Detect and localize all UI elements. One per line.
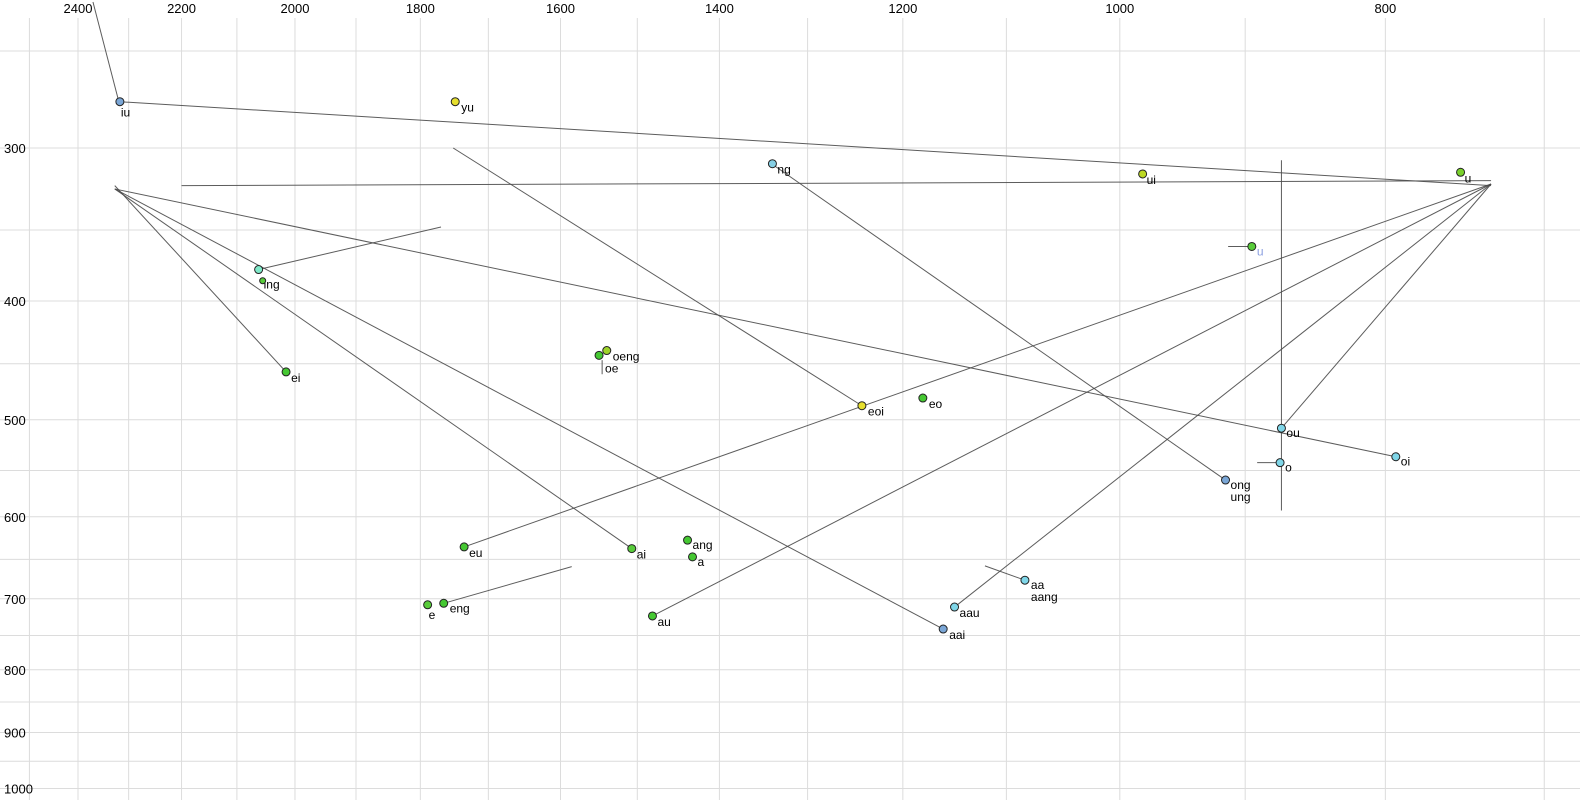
point-label-aa: aa (1031, 578, 1045, 592)
point-label-eoi: eoi (868, 405, 884, 419)
y-axis-tick-label: 800 (4, 663, 26, 678)
data-point (259, 277, 267, 285)
x-axis-tick-label: 1400 (705, 1, 734, 16)
point-label-ai: ai (637, 548, 646, 562)
trajectory-line (1281, 183, 1492, 429)
data-point-aai (938, 624, 948, 634)
data-point-oe (594, 350, 604, 360)
trajectory-line (443, 566, 572, 604)
y-axis-tick-label: 1000 (4, 782, 33, 797)
point-label-ang: ang (693, 538, 713, 552)
trajectory-line (114, 188, 944, 630)
trajectory-line (119, 101, 1492, 187)
trajectory-line (258, 226, 442, 271)
point-label-ung: ung (1231, 490, 1251, 504)
point-label-aang: aang (1031, 590, 1058, 604)
data-point-e (423, 600, 433, 610)
y-axis-tick-label: 900 (4, 725, 26, 740)
x-axis-tick-label: 1200 (888, 1, 917, 16)
point-label-au: au (657, 615, 670, 629)
data-point-ei (281, 367, 291, 377)
x-axis-tick-label: 1800 (406, 1, 435, 16)
point-label-ui: ui (1147, 173, 1156, 187)
point-label-u: u (1257, 244, 1264, 258)
trajectory-line (463, 183, 1492, 548)
y-axis-tick-label: 600 (4, 510, 26, 525)
point-label-eo: eo (929, 397, 943, 411)
data-point-ong (1221, 475, 1231, 485)
data-point-eu (459, 542, 469, 552)
point-label-aau: aau (960, 606, 980, 620)
x-axis-tick-label: 2200 (167, 1, 196, 16)
y-axis-tick-label: 700 (4, 592, 26, 607)
point-label-ong: ong (1231, 478, 1251, 492)
point-label-ou: ou (1286, 426, 1299, 440)
x-axis-tick-label: 2000 (281, 1, 310, 16)
data-point-u (1456, 167, 1466, 177)
point-label-a: a (698, 555, 705, 569)
data-point-ou (1276, 423, 1286, 433)
point-label-oe: oe (605, 361, 619, 375)
trajectory-line (114, 188, 633, 549)
y-axis-tick-label: 400 (4, 294, 26, 309)
trajectory-line (771, 163, 1226, 481)
data-point-yu (450, 97, 460, 107)
data-point-u (1247, 241, 1257, 251)
trajectory-line (652, 183, 1492, 617)
x-axis-tick-label: 1000 (1105, 1, 1134, 16)
data-point-oeng (602, 346, 612, 356)
data-point-eng (439, 598, 449, 608)
point-label-e: e (429, 608, 436, 622)
point-label-oi: oi (1401, 455, 1410, 469)
data-point-ing (254, 265, 264, 275)
point-label-o: o (1285, 461, 1292, 475)
point-label-eng: eng (450, 601, 470, 615)
trajectory-line (181, 180, 1492, 187)
point-label-ng: ng (777, 163, 790, 177)
data-point-oi (1391, 452, 1401, 462)
data-point-o (1275, 458, 1285, 468)
point-label-u: u (1465, 171, 1472, 185)
x-axis-tick-label: 800 (1374, 1, 1396, 16)
point-label-eu: eu (469, 546, 482, 560)
data-point-aau (950, 602, 960, 612)
trajectory-line (92, 1, 120, 102)
point-label-yu: yu (461, 101, 474, 115)
x-axis-tick-label: 2400 (64, 1, 93, 16)
data-point-ang (683, 535, 693, 545)
trajectory-line (984, 565, 1026, 581)
data-point-ai (627, 544, 637, 554)
y-axis-tick-label: 300 (4, 141, 26, 156)
data-point-eoi (857, 401, 867, 411)
x-axis-tick-label: 1600 (546, 1, 575, 16)
data-point-au (647, 611, 657, 621)
data-point-a (688, 552, 698, 562)
data-point-eo (918, 393, 928, 403)
data-point-iu (115, 97, 125, 107)
trajectory-line (452, 147, 863, 407)
point-label-ing: ing (264, 278, 280, 292)
y-axis-tick-label: 500 (4, 413, 26, 428)
data-point-aa (1020, 575, 1030, 585)
data-point-ui (1138, 169, 1148, 179)
point-label-ei: ei (291, 371, 300, 385)
trajectory-line (114, 185, 287, 373)
point-label-aai: aai (949, 628, 965, 642)
point-label-iu: iu (121, 106, 130, 120)
trajectory-line (114, 188, 1396, 458)
point-label-oeng: oeng (613, 350, 640, 364)
trajectory-line (954, 183, 1492, 608)
data-point-ng (767, 159, 777, 169)
